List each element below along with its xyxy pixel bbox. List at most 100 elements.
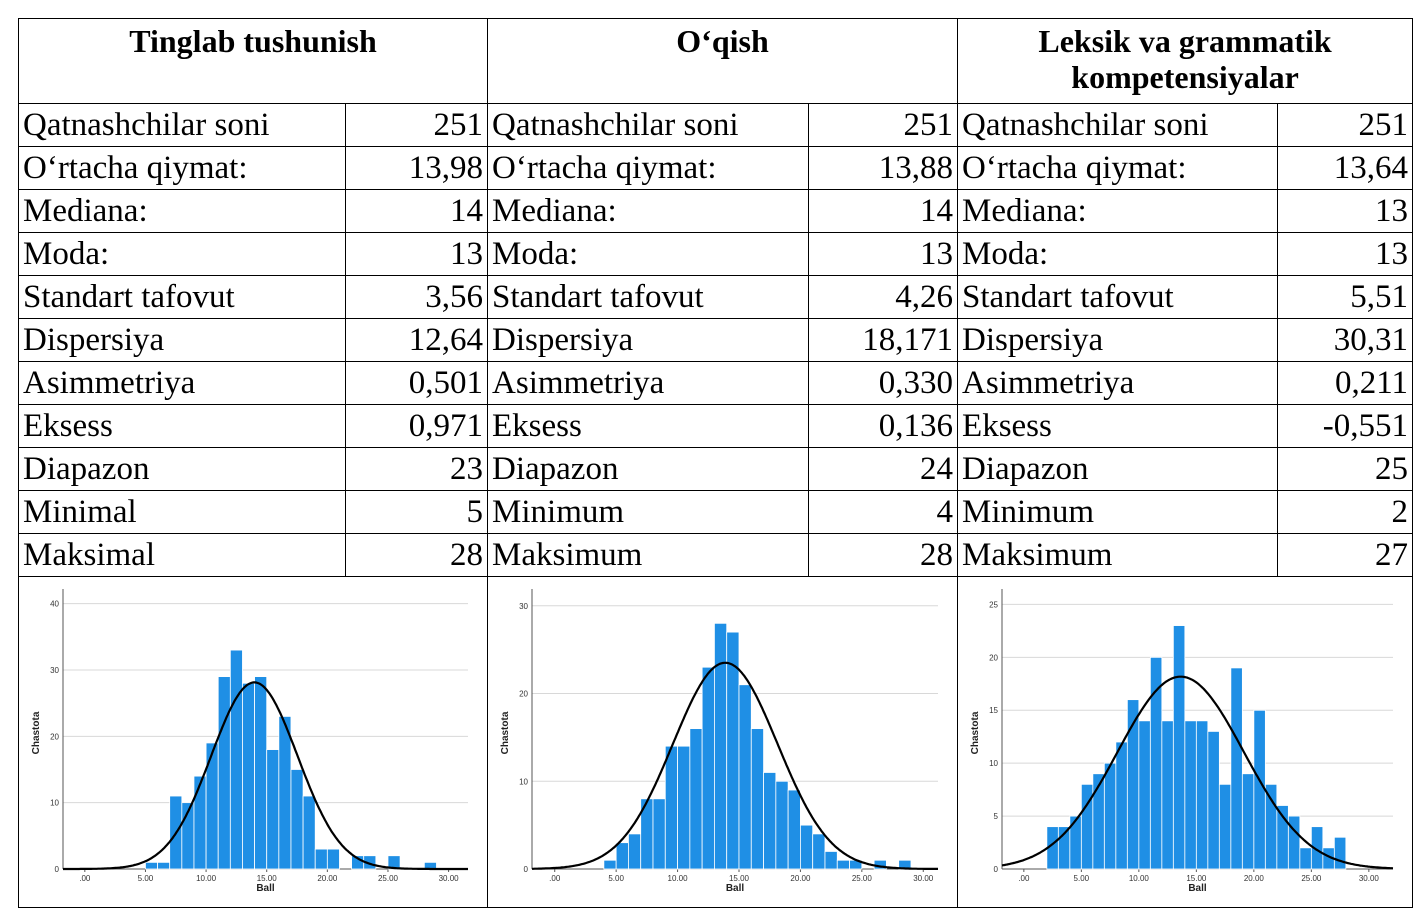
normal-curve [1001, 675, 1394, 870]
bar [836, 859, 850, 870]
cell-label: Asimmetriya [487, 361, 810, 405]
bar [787, 789, 801, 870]
x-tick-label: 20.00 [317, 874, 338, 883]
x-axis-label: Ball [256, 883, 275, 894]
cell-value: 14 [808, 189, 959, 233]
cell-value: 30,31 [1277, 318, 1414, 362]
cell-label: Asimmetriya [18, 361, 346, 405]
bar [1184, 720, 1197, 870]
cell-label: O‘rtacha qiymat: [487, 146, 810, 190]
x-tick-label: 30.00 [913, 874, 934, 883]
y-axis-label: Chastota [31, 711, 42, 754]
column-header: O‘qish [487, 18, 959, 104]
bar [714, 622, 728, 870]
bar [800, 824, 814, 870]
cell-value: 14 [344, 189, 489, 233]
cell-label: Dispersiya [487, 318, 810, 362]
x-tick-label: 20.00 [790, 874, 811, 883]
y-tick-label: 5 [994, 812, 999, 821]
bar [615, 842, 629, 870]
cell-value: 4,26 [808, 275, 959, 319]
cell-value: 13 [344, 232, 489, 276]
y-tick-label: 30 [519, 602, 528, 611]
table-row: Moda: 13 Moda: 13 Moda: 13 [18, 232, 1414, 276]
cell-value: 13 [1277, 232, 1414, 276]
bar [1333, 836, 1347, 870]
stats-table: Tinglab tushunish O‘qish Leksik va grammat… [17, 18, 1414, 908]
cell-value: 13,88 [808, 146, 959, 190]
bar [278, 716, 292, 870]
bar [1299, 847, 1312, 870]
x-tick-label: .00 [79, 874, 91, 883]
cell-label: Qatnashchilar soni [18, 103, 346, 147]
table-row: Minimal 5 Minimum 4 Minimum 2 [18, 490, 1414, 534]
table-row: Standart tafovut 3,56 Standart tafovut 4,26… [18, 275, 1414, 319]
y-tick-label: 10 [989, 759, 998, 768]
chart-row: 0 10 20 30 40.00 5.00 10.00 15.00 20.00 25.00 30.0… [17, 576, 1414, 908]
normal-curve [63, 681, 468, 871]
cell-label: O‘rtacha qiymat: [18, 146, 346, 190]
y-axis-label: Chastota [970, 711, 981, 754]
cell-label: Eksess [18, 404, 346, 448]
cell-value: 5,51 [1277, 275, 1414, 319]
bar [1092, 773, 1105, 870]
cell-label: Maksimal [18, 533, 346, 577]
cell-value: -0,551 [1277, 404, 1414, 448]
x-tick-label: 10.00 [1129, 874, 1150, 883]
cell-label: Moda: [487, 232, 810, 276]
bar [1115, 741, 1128, 870]
table: Tinglab tushunish O‘qish Leksik va grammat… [17, 18, 1414, 908]
cell-value: 12,64 [344, 318, 489, 362]
histogram-chart: 0 10 20 30 40 .00 5.00 10.00 15.00 20.00 25.00 30.0… [31, 589, 468, 894]
cell-value: 3,56 [344, 275, 489, 319]
bar [812, 833, 826, 870]
x-tick-label: 25.00 [852, 874, 873, 883]
bar [763, 772, 777, 870]
x-tick-label: 30.00 [439, 874, 460, 883]
cell-value: 4 [808, 490, 959, 534]
cell-value: 0,971 [344, 404, 489, 448]
cell-value: 13 [1277, 189, 1414, 233]
y-tick-label: 30 [50, 666, 59, 675]
cell-label: Mediana: [487, 189, 810, 233]
x-axis-label: Ball [726, 883, 745, 894]
cell-value: 13,64 [1277, 146, 1414, 190]
chart-cell: 0 5 10 15 20 25.00 5.00 10.00 15.00 20.00 25.00 30.… [957, 576, 1414, 908]
x-tick-label: 15.00 [1186, 874, 1207, 883]
bar [290, 769, 304, 870]
cell-value: 0,136 [808, 404, 959, 448]
cell-value: 0,330 [808, 361, 959, 405]
cell-label: Asimmetriya [957, 361, 1279, 405]
cell-label: Dispersiya [957, 318, 1279, 362]
y-tick-label: 10 [50, 799, 59, 808]
cell-value: 0,211 [1277, 361, 1414, 405]
cell-value: 28 [344, 533, 489, 577]
normal-curve [532, 661, 939, 870]
bar [1218, 783, 1232, 870]
cell-value: 13 [808, 232, 959, 276]
cell-label: Moda: [957, 232, 1279, 276]
cell-label: Standart tafovut [957, 275, 1279, 319]
bar [242, 682, 255, 870]
bar [652, 798, 666, 870]
table-row: Eksess 0,971 Eksess 0,136 Eksess -0,551 [18, 404, 1414, 448]
bar [217, 676, 231, 870]
chart-cell: 0 10 20 30 40 .00 5.00 10.00 15.00 20.00 25.00 30.0… [17, 576, 489, 908]
y-axis-label: Chastota [500, 711, 511, 754]
table-row: O‘rtacha qiymat: 13,98 O‘rtacha qiymat: 13,… [18, 146, 1414, 190]
x-tick-label: 30.00 [1359, 874, 1380, 883]
x-tick-label: 5.00 [1074, 874, 1090, 883]
table-row: Dispersiya 12,64 Dispersiya 18,171 Dispersiy… [18, 318, 1414, 362]
table-row: Qatnashchilar soni 251 Qatnashchilar soni 2… [18, 103, 1414, 147]
bar [664, 745, 678, 870]
x-tick-label: 5.00 [608, 874, 624, 883]
bar [145, 861, 158, 870]
cell-value: 0,501 [344, 361, 489, 405]
header-row: Tinglab tushunish O‘qish Leksik va grammat… [17, 18, 1414, 104]
x-tick-label: 10.00 [668, 874, 689, 883]
column-header: Leksik va grammatik kompetensiyalar [957, 18, 1414, 104]
bar [266, 749, 280, 870]
cell-value: 13,98 [344, 146, 489, 190]
